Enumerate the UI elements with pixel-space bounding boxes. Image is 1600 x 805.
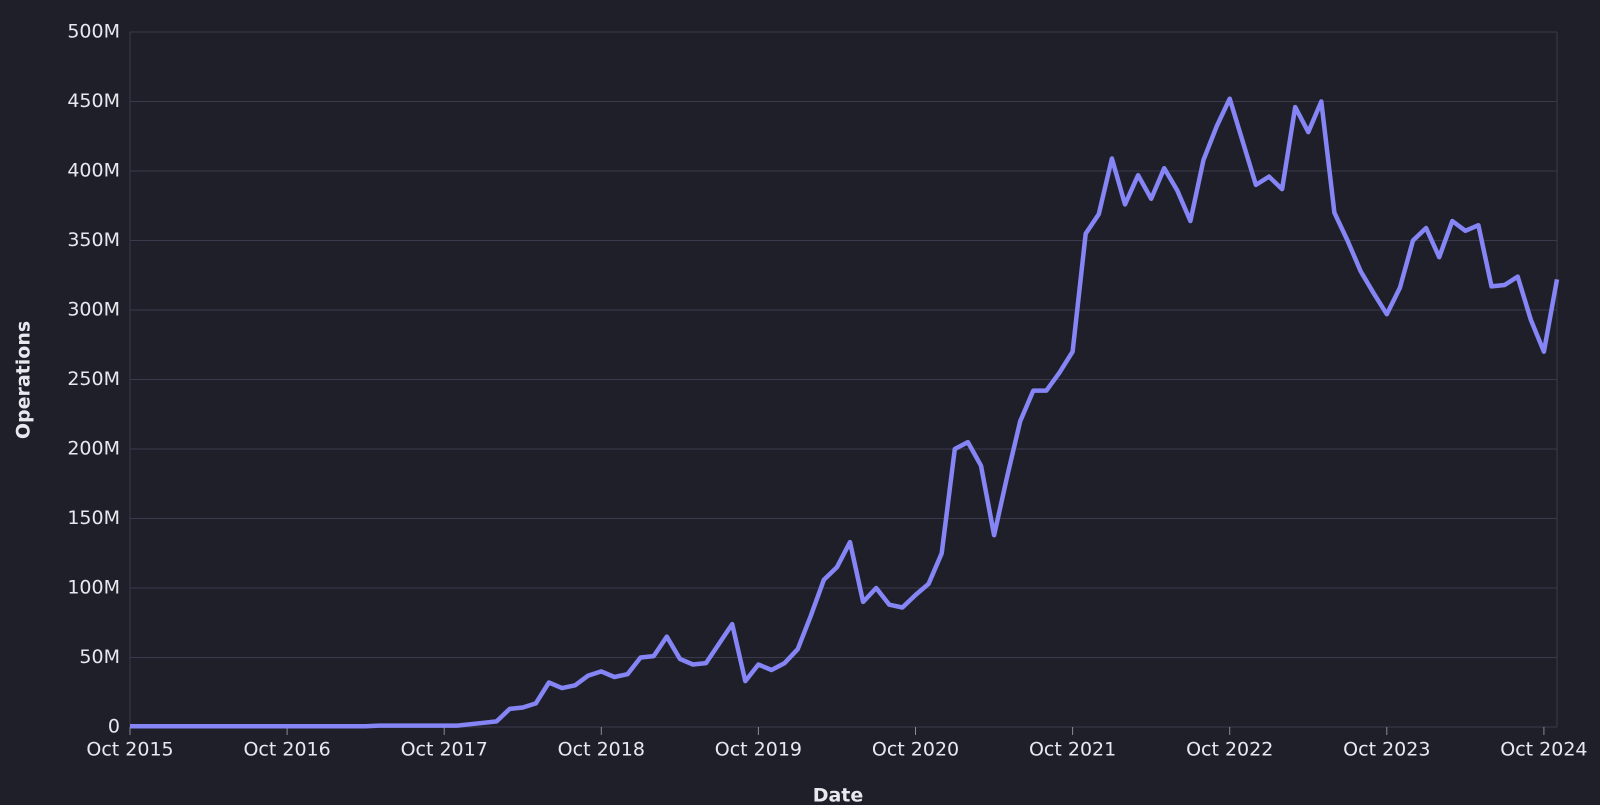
x-tick-label: Oct 2018 — [558, 739, 645, 761]
y-tick-label: 500M — [67, 21, 120, 43]
x-tick-label: Oct 2017 — [401, 739, 488, 761]
x-tick-label: Oct 2023 — [1343, 739, 1430, 761]
x-tick-label: Oct 2016 — [243, 739, 330, 761]
x-tick-label: Oct 2022 — [1186, 739, 1273, 761]
y-tick-label: 300M — [67, 299, 120, 321]
y-tick-label: 450M — [67, 90, 120, 112]
y-tick-label: 150M — [67, 507, 120, 529]
y-tick-label: 0 — [108, 716, 120, 738]
y-tick-label: 400M — [67, 160, 120, 182]
x-tick-label: Oct 2015 — [86, 739, 173, 761]
y-tick-label: 100M — [67, 577, 120, 599]
x-tick-label: Oct 2024 — [1500, 739, 1587, 761]
data-line — [130, 96, 1560, 729]
y-tick-label: 250M — [67, 368, 120, 390]
x-tick-label: Oct 2019 — [715, 739, 802, 761]
x-tick-label: Oct 2020 — [872, 739, 959, 761]
y-tick-label: 200M — [67, 438, 120, 460]
y-tick-label: 350M — [67, 229, 120, 251]
x-axis-title: Date — [813, 785, 864, 805]
y-tick-label: 50M — [79, 646, 120, 668]
y-axis-title: Operations — [13, 321, 35, 439]
x-tick-label: Oct 2021 — [1029, 739, 1116, 761]
